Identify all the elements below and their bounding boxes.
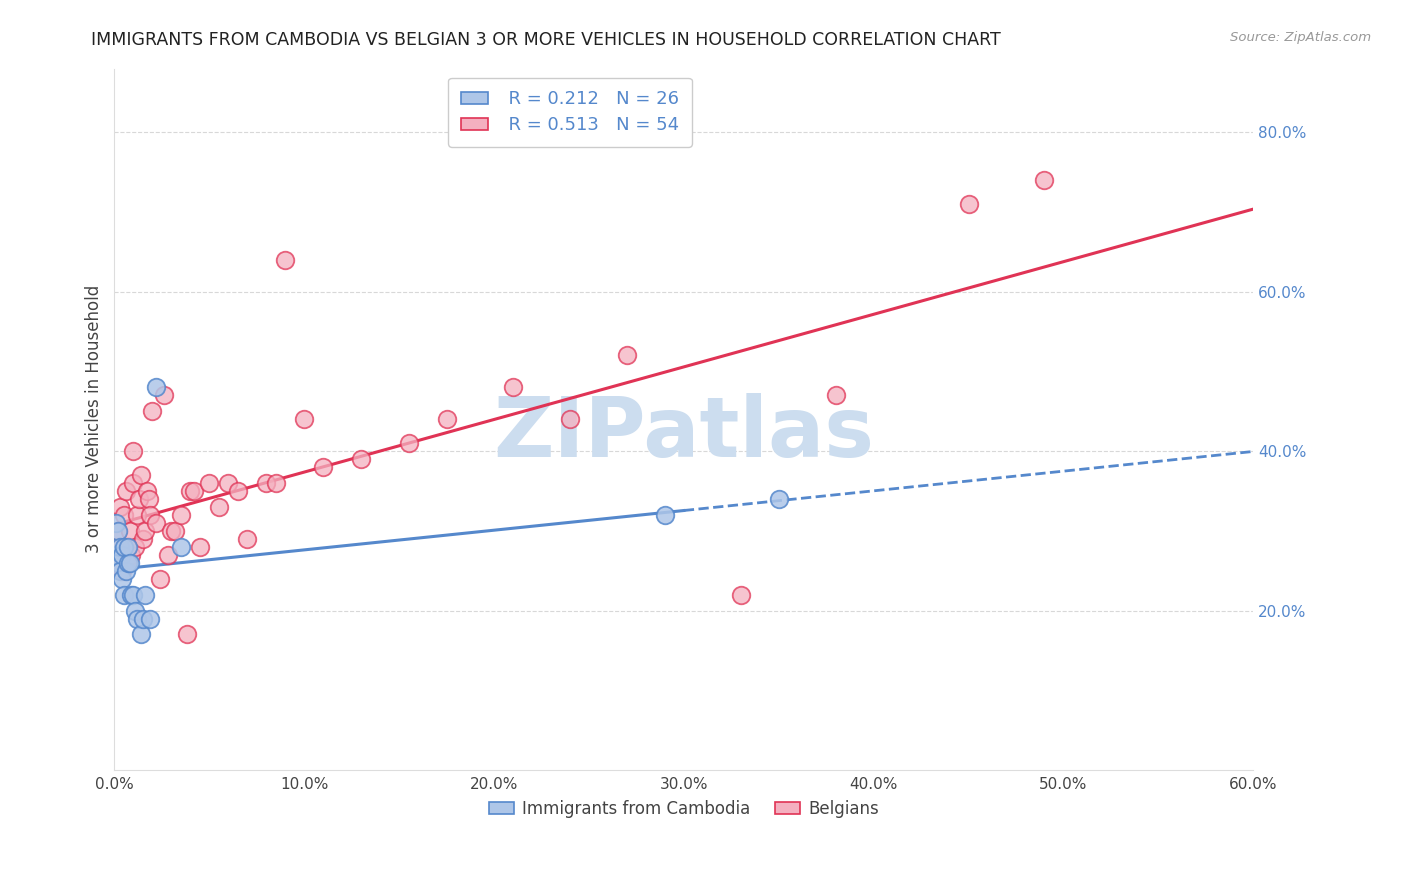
Point	[127, 611, 149, 625]
Point	[350, 452, 373, 467]
Point	[114, 483, 136, 498]
Point	[117, 556, 139, 570]
Point	[730, 588, 752, 602]
Point	[121, 588, 143, 602]
Point	[114, 556, 136, 570]
Text: IMMIGRANTS FROM CAMBODIA VS BELGIAN 3 OR MORE VEHICLES IN HOUSEHOLD CORRELATION : IMMIGRANTS FROM CAMBODIA VS BELGIAN 3 OR…	[91, 31, 1001, 49]
Point	[108, 540, 131, 554]
Point	[292, 412, 315, 426]
Point	[217, 476, 239, 491]
Point	[188, 540, 211, 554]
Point	[105, 516, 128, 530]
Point	[117, 540, 139, 554]
Point	[170, 508, 193, 522]
Point	[398, 436, 420, 450]
Point	[138, 491, 160, 506]
Point	[124, 540, 146, 554]
Point	[160, 524, 183, 538]
Point	[129, 468, 152, 483]
Point	[111, 572, 134, 586]
Point	[436, 412, 458, 426]
Point	[274, 252, 297, 267]
Point	[112, 588, 135, 602]
Point	[122, 444, 145, 458]
Legend: Immigrants from Cambodia, Belgians: Immigrants from Cambodia, Belgians	[482, 794, 886, 825]
Point	[121, 548, 143, 562]
Point	[134, 524, 156, 538]
Point	[502, 380, 524, 394]
Point	[118, 556, 141, 570]
Point	[111, 548, 134, 562]
Point	[254, 476, 277, 491]
Point	[156, 548, 179, 562]
Point	[165, 524, 187, 538]
Point	[117, 540, 139, 554]
Point	[149, 572, 172, 586]
Point	[105, 548, 128, 562]
Point	[183, 483, 205, 498]
Point	[129, 627, 152, 641]
Point	[108, 548, 131, 562]
Point	[107, 556, 129, 570]
Point	[132, 611, 155, 625]
Point	[118, 524, 141, 538]
Point	[957, 197, 980, 211]
Point	[127, 508, 149, 522]
Point	[654, 508, 676, 522]
Point	[108, 564, 131, 578]
Point	[198, 476, 221, 491]
Point	[170, 540, 193, 554]
Point	[124, 603, 146, 617]
Point	[122, 588, 145, 602]
Point	[264, 476, 287, 491]
Text: ZIPatlas: ZIPatlas	[494, 392, 875, 474]
Point	[312, 460, 335, 475]
Point	[152, 388, 174, 402]
Point	[179, 483, 201, 498]
Point	[176, 627, 198, 641]
Point	[132, 532, 155, 546]
Point	[122, 476, 145, 491]
Point	[226, 483, 249, 498]
Point	[145, 516, 167, 530]
Point	[145, 380, 167, 394]
Point	[208, 500, 231, 514]
Point	[768, 491, 790, 506]
Point	[134, 588, 156, 602]
Point	[128, 491, 150, 506]
Point	[824, 388, 846, 402]
Point	[141, 404, 163, 418]
Y-axis label: 3 or more Vehicles in Household: 3 or more Vehicles in Household	[86, 285, 103, 553]
Point	[108, 500, 131, 514]
Text: Source: ZipAtlas.com: Source: ZipAtlas.com	[1230, 31, 1371, 45]
Point	[107, 524, 129, 538]
Point	[135, 483, 157, 498]
Point	[616, 349, 638, 363]
Point	[139, 508, 162, 522]
Point	[105, 540, 128, 554]
Point	[111, 564, 134, 578]
Point	[1033, 173, 1056, 187]
Point	[112, 508, 135, 522]
Point	[558, 412, 581, 426]
Point	[139, 611, 162, 625]
Point	[107, 524, 129, 538]
Point	[114, 564, 136, 578]
Point	[236, 532, 259, 546]
Point	[112, 540, 135, 554]
